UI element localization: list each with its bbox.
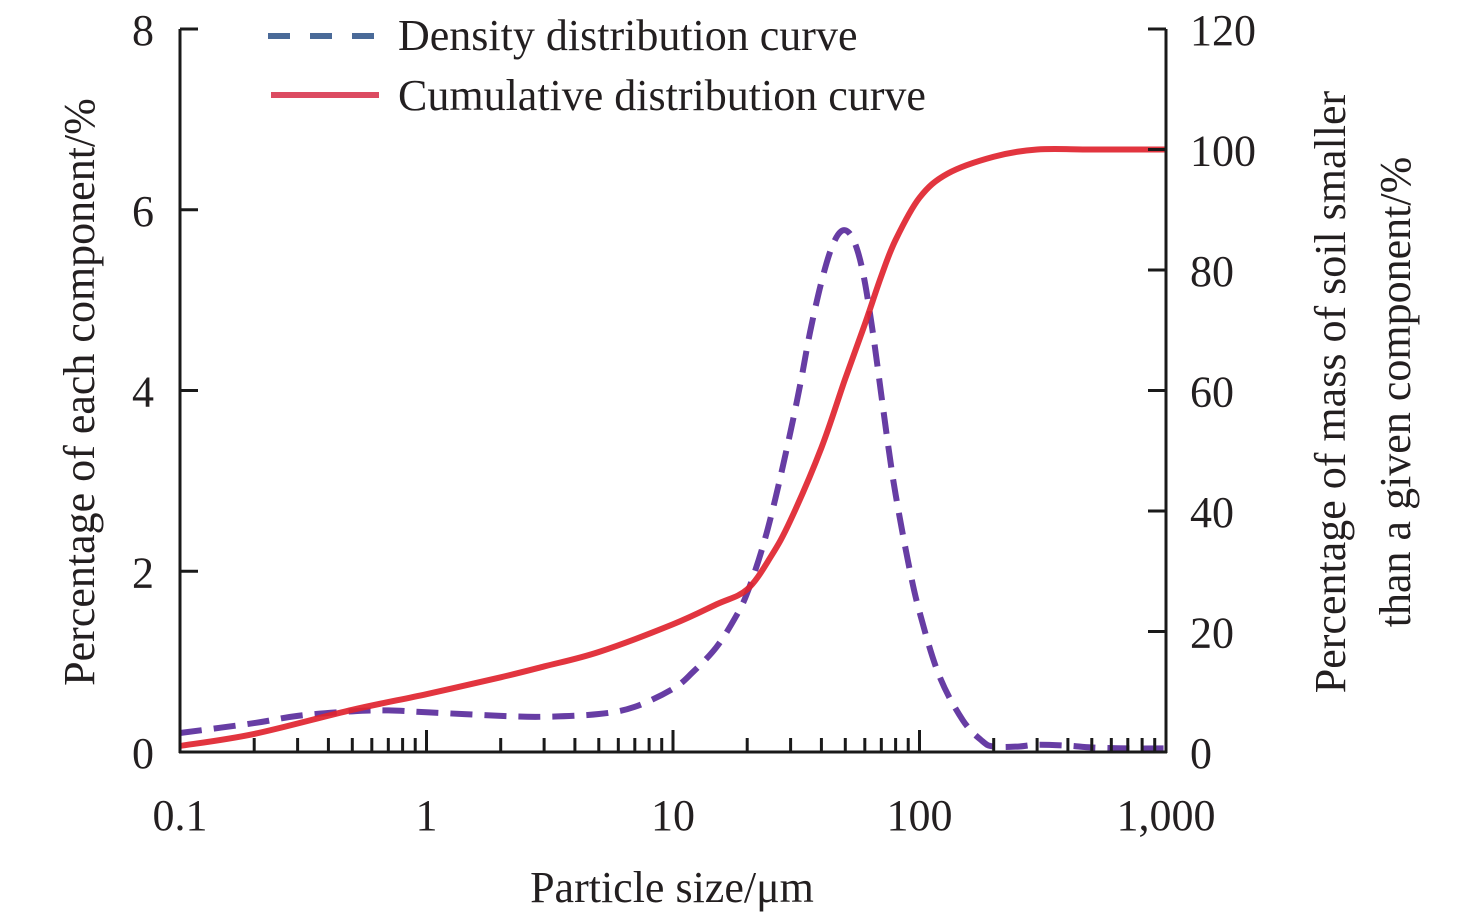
- left-y-axis-title: Percentage of each component/%: [55, 98, 104, 686]
- legend-label-cumulative: Cumulative distribution curve: [398, 71, 926, 120]
- y-left-tick-label: 4: [132, 368, 154, 417]
- right-y-axis-title-line1: Percentage of mass of soil smaller: [1306, 90, 1355, 693]
- x-axis-title: Particle size/μm: [530, 863, 814, 912]
- legend-label-density: Density distribution curve: [398, 11, 858, 60]
- right-y-axis-title-line2: than a given component/%: [1371, 157, 1420, 627]
- y-left-tick-label: 8: [132, 6, 154, 55]
- y-right-tick-label: 120: [1190, 6, 1256, 55]
- y-right-tick-label: 80: [1190, 247, 1234, 296]
- y-left-tick-label: 2: [132, 548, 154, 597]
- cumulative-distribution-line: [179, 145, 1166, 749]
- y-right-tick-label: 20: [1190, 609, 1234, 658]
- legend: Density distribution curve Cumulative di…: [268, 11, 926, 120]
- x-tick-label: 10: [651, 791, 695, 840]
- y-right-tick-label: 40: [1190, 488, 1234, 537]
- x-tick-label: 1,000: [1117, 791, 1216, 840]
- series-layer: [179, 145, 1167, 752]
- density-distribution-line: [179, 227, 1167, 752]
- y-right-tick-label: 0: [1190, 729, 1212, 778]
- x-tick-label: 100: [887, 791, 953, 840]
- x-tick-label: 0.1: [153, 791, 208, 840]
- y-right-tick-label: 100: [1190, 127, 1256, 176]
- x-tick-label: 1: [416, 791, 438, 840]
- ticks-layer: [180, 27, 1166, 752]
- y-left-tick-label: 6: [132, 187, 154, 236]
- y-right-tick-label: 60: [1190, 368, 1234, 417]
- y-left-tick-label: 0: [132, 729, 154, 778]
